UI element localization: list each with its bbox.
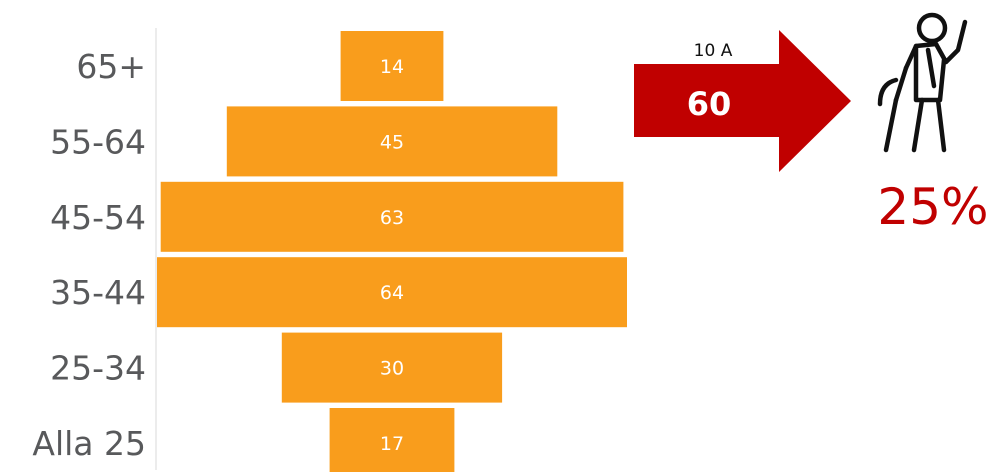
category-label: 55-64 — [50, 122, 146, 161]
bar-value-label: 14 — [380, 56, 404, 78]
category-label: 35-44 — [50, 273, 146, 312]
bar — [160, 181, 624, 252]
arrow-label: 10 A — [694, 41, 733, 61]
bar-value-label: 17 — [380, 433, 404, 455]
callout-arrow — [634, 30, 851, 172]
bar — [340, 31, 444, 101]
category-labels: 65+ 55-64 45-54 35-44 25-34 Alla 25 — [32, 47, 146, 463]
bar — [157, 257, 627, 328]
category-label: Alla 25 — [32, 424, 146, 463]
percentage-value: 25% — [877, 178, 988, 236]
bar-value-label: 64 — [380, 282, 404, 304]
category-label: 65+ — [76, 47, 146, 86]
data-labels: 14 45 63 64 30 17 — [380, 56, 404, 455]
bar-value-label: 45 — [380, 131, 404, 153]
category-label: 25-34 — [50, 349, 146, 388]
bar — [281, 332, 503, 403]
bar — [329, 408, 455, 472]
bar-value-label: 30 — [380, 358, 404, 380]
elderly-person-with-cane-icon — [877, 12, 968, 153]
bars — [157, 31, 627, 472]
category-label: 45-54 — [50, 198, 146, 237]
bar-value-label: 63 — [380, 207, 404, 229]
bar — [226, 106, 558, 177]
arrow-value: 60 — [687, 85, 732, 123]
callout-arrow-group: 10 A 60 — [634, 30, 851, 172]
